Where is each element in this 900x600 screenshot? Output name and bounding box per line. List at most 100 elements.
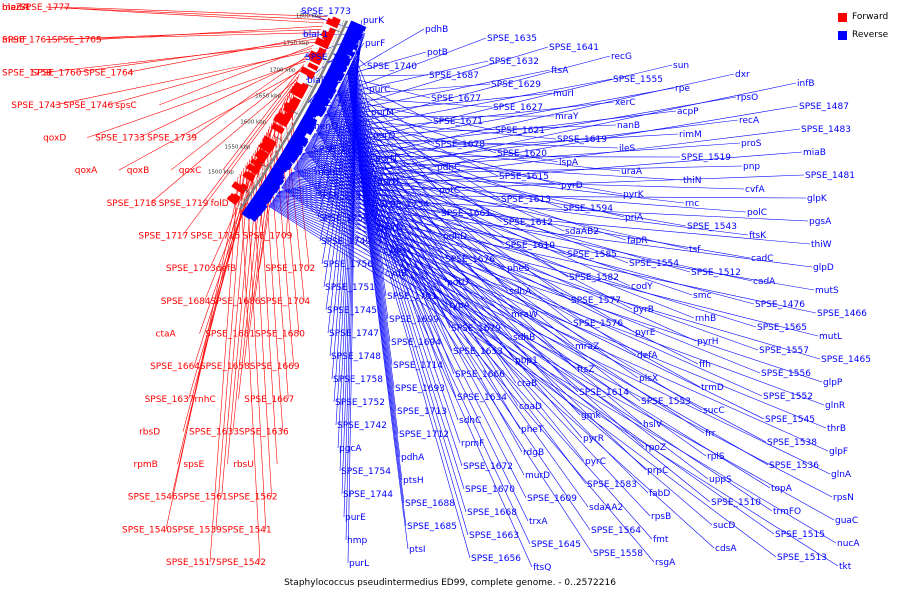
reverse-gene-label-pgsa: pgsA bbox=[809, 217, 832, 227]
forward-gene-label-spse-1541: SPSE_1541 bbox=[222, 525, 272, 535]
reverse-gene-label-polc: polC bbox=[747, 208, 767, 218]
reverse-gene-label-spse-1613: SPSE_1613 bbox=[501, 195, 551, 205]
forward-gene-label-spse-1703: SPSE_1703 bbox=[166, 264, 216, 274]
reverse-leader-line bbox=[274, 197, 813, 268]
reverse-gene-label-spse-1656: SPSE_1656 bbox=[471, 554, 521, 564]
reverse-gene-label-pyrr: pyrR bbox=[583, 434, 604, 444]
reverse-gene-label-rpmf: rpmF bbox=[461, 439, 484, 449]
reverse-gene-label-ftsk: ftsK bbox=[749, 231, 767, 241]
reverse-leader-line bbox=[307, 144, 641, 402]
forward-gene-label-spse-1539: SPSE_1539 bbox=[172, 525, 222, 535]
reverse-leader-line bbox=[324, 92, 553, 117]
forward-gene-label-spse-1739: SPSE_1739 bbox=[147, 134, 197, 144]
forward-gene-feature bbox=[275, 126, 284, 135]
reverse-leader-line bbox=[342, 81, 445, 260]
reverse-gene-label-spse-1619: SPSE_1619 bbox=[557, 135, 607, 145]
reverse-gene-label-thin: thiN bbox=[683, 176, 701, 186]
coordinate-ticks: 1800 kbp 1750 kbp 1700 kbp 1650 kbp 1600 kbp… bbox=[208, 14, 340, 194]
tick-label: 1650 kbp bbox=[255, 93, 281, 99]
forward-gene-feature bbox=[257, 148, 270, 159]
genome-backbone bbox=[236, 19, 349, 211]
reverse-gene-label-spse-1621: SPSE_1621 bbox=[495, 126, 545, 136]
reverse-gene-label-spse-1538: SPSE_1538 bbox=[767, 438, 817, 448]
reverse-gene-label-nanb: nanB bbox=[617, 121, 640, 131]
reverse-leader-line bbox=[269, 204, 835, 521]
reverse-leader-line bbox=[352, 60, 379, 205]
forward-leader-line bbox=[45, 32, 320, 40]
reverse-leader-line bbox=[295, 165, 707, 457]
reverse-gene-label-spse-1666: SPSE_1666 bbox=[455, 370, 505, 380]
reverse-gene-label-cvfa: cvfA bbox=[745, 185, 765, 195]
reverse-gene-label-sdhc: sdhC bbox=[459, 416, 481, 426]
forward-gene-label-spse-1664: SPSE_1664 bbox=[150, 362, 200, 372]
reverse-leader-line bbox=[290, 73, 735, 174]
legend-swatch bbox=[838, 30, 847, 40]
reverse-leader-line bbox=[275, 196, 811, 245]
reverse-gene-label-spse-1679: SPSE_1679 bbox=[451, 324, 501, 334]
reverse-leader-line bbox=[271, 202, 829, 452]
forward-gene-label-spse-1669: SPSE_1669 bbox=[250, 362, 300, 372]
forward-gene-feature bbox=[325, 17, 340, 29]
forward-leader-line bbox=[182, 144, 260, 432]
reverse-gene-label-spse-1645: SPSE_1645 bbox=[531, 540, 581, 550]
forward-gene-label-spse-1743: SPSE_1743 bbox=[11, 101, 61, 111]
tick-mark bbox=[290, 109, 299, 115]
reverse-gene-label-spse-1632: SPSE_1632 bbox=[489, 57, 539, 67]
reverse-leader-line bbox=[302, 64, 673, 154]
reverse-gene-label-spse-1476: SPSE_1476 bbox=[755, 300, 805, 310]
forward-leader-line bbox=[215, 168, 245, 530]
forward-gene-label-menf: menF bbox=[2, 36, 27, 46]
forward-gene-feature bbox=[309, 55, 322, 66]
reverse-leader-line bbox=[288, 165, 743, 176]
reverse-leader-line bbox=[272, 200, 823, 383]
reverse-gene-label-purn: purN bbox=[375, 154, 397, 164]
reverse-leader-line bbox=[296, 162, 699, 365]
forward-leader-line bbox=[190, 54, 310, 138]
tick-mark bbox=[305, 83, 313, 88]
reverse-leader-line bbox=[295, 164, 703, 411]
legend: Forward Reverse bbox=[838, 8, 898, 44]
reverse-gene-label-ftsz: ftsZ bbox=[577, 365, 594, 375]
reverse-gene-label-cada: cadA bbox=[753, 277, 776, 287]
reverse-leader-line bbox=[301, 133, 679, 156]
reverse-gene-label-trmd: trmD bbox=[701, 383, 724, 393]
reverse-gene-label-ptsh: ptsH bbox=[403, 476, 424, 486]
reverse-gene-label-spse-1627: SPSE_1627 bbox=[493, 103, 543, 113]
reverse-gene-label-spse-1742: SPSE_1742 bbox=[337, 421, 387, 431]
forward-gene-feature bbox=[226, 195, 239, 206]
reverse-leader-line bbox=[278, 82, 797, 192]
reverse-gene-label-spse-1693: SPSE_1693 bbox=[395, 384, 445, 394]
reverse-gene-label-spse-1564: SPSE_1564 bbox=[591, 526, 641, 536]
reverse-gene-label-topa: topA bbox=[771, 484, 793, 494]
forward-leader-line bbox=[45, 6, 325, 24]
reverse-leader-line bbox=[335, 60, 489, 96]
reverse-gene-label-pbp1: pbp1 bbox=[515, 356, 538, 366]
forward-gene-feature bbox=[250, 158, 263, 169]
reverse-gene-label-phet: pheT bbox=[521, 425, 544, 435]
reverse-leader-line bbox=[333, 98, 499, 177]
reverse-leader-line bbox=[314, 55, 611, 135]
forward-gene-label-spse-1680: SPSE_1680 bbox=[255, 330, 305, 340]
reverse-gene-label-spse-1585: SPSE_1585 bbox=[567, 250, 617, 260]
reverse-gene-label-nuca: nucA bbox=[837, 539, 860, 549]
forward-gene-label-spse-1686: SPSE_1686 bbox=[211, 297, 261, 307]
reverse-gene-label-menb: menB bbox=[315, 168, 341, 178]
forward-gene-label-rpmb: rpmB bbox=[134, 460, 158, 470]
forward-gene-label-spse-1546: SPSE_1546 bbox=[128, 493, 178, 503]
forward-gene-label-spse-1667: SPSE_1667 bbox=[244, 395, 294, 405]
forward-gene-label-spse-1702: SPSE_1702 bbox=[265, 264, 315, 274]
forward-gene-label-spse: spsE bbox=[183, 460, 204, 470]
reverse-gene-label-recg: recG bbox=[611, 52, 632, 62]
reverse-gene-label-ctab: ctaB bbox=[517, 379, 537, 389]
reverse-gene-label-spse-1481: SPSE_1481 bbox=[805, 171, 855, 181]
reverse-gene-label-glpk: glpK bbox=[807, 194, 828, 204]
reverse-gene-label-spse-1671: SPSE_1671 bbox=[433, 117, 483, 127]
reverse-leader-line bbox=[283, 183, 767, 443]
forward-gene-feature bbox=[253, 163, 262, 171]
reverse-gene-label-spse-1678: SPSE_1678 bbox=[435, 140, 485, 150]
reverse-gene-label-spse-1752: SPSE_1752 bbox=[335, 398, 385, 408]
reverse-gene-label-mend: menD bbox=[311, 122, 338, 132]
reverse-gene-label-muri: murI bbox=[553, 89, 574, 99]
reverse-gene-label-potd: potD bbox=[447, 278, 469, 288]
reverse-gene-label-spse-1466: SPSE_1466 bbox=[817, 309, 867, 319]
